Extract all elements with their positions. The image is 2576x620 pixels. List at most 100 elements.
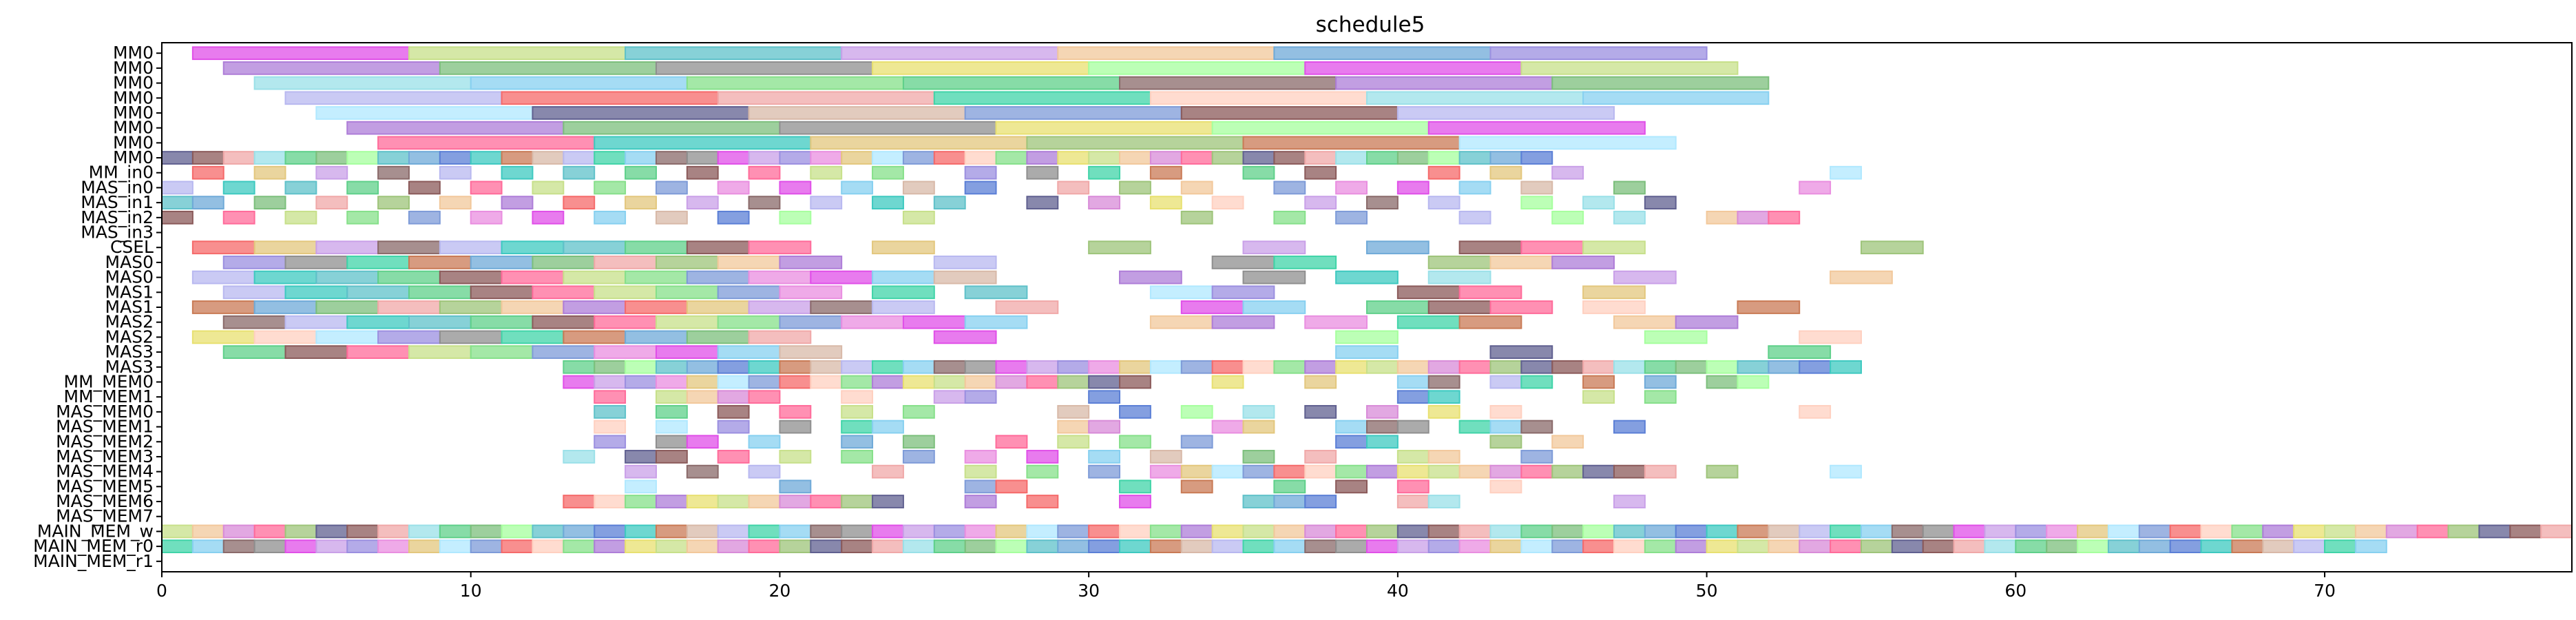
bar-mas1-235: [222, 285, 286, 300]
bar-mm0-64: [717, 151, 750, 165]
bar-mas-mem1-423: [872, 420, 904, 434]
bar-mas-in2-161: [161, 210, 193, 225]
bar-mas0-220: [439, 270, 503, 285]
bar-main-mem-r0-607: [408, 539, 441, 554]
bar-mm-mem0-387: [1644, 375, 1677, 389]
bar-mas-mem4-476: [1273, 464, 1306, 479]
bar-mm0-43: [1026, 136, 1244, 150]
bar-mas3-323: [686, 360, 719, 374]
bar-csel-191: [748, 240, 812, 255]
bar-mm0-2: [625, 46, 843, 61]
bar-mas-mem6-520: [1613, 495, 1646, 508]
bar-csel-184: [315, 240, 379, 255]
bar-mm0-22: [501, 91, 719, 105]
x-tick-label: 0: [156, 581, 167, 601]
bar-mas-in2-168: [594, 210, 627, 225]
bar-csel-196: [1458, 240, 1522, 255]
y-tick-label: MAS2: [105, 312, 154, 332]
bar-mas2-304: [1644, 330, 1708, 344]
bar-mas-mem3-460: [1242, 450, 1275, 464]
bar-main-mem-w-540: [748, 524, 781, 539]
bar-mas-mem1-430: [1396, 420, 1430, 434]
bar-mm0-85: [1366, 151, 1399, 165]
bar-csel-183: [253, 240, 317, 255]
bar-mas3-342: [1273, 360, 1306, 374]
bar-mas-in2-180: [1737, 210, 1770, 225]
y-tick-label: MAIN_MEM_w: [37, 521, 154, 541]
bar-mas-in0-124: [841, 180, 874, 195]
bar-main-mem-r0-659: [2015, 539, 2048, 554]
bar-mas3-356: [1706, 360, 1739, 374]
bar-mas2-285: [1149, 315, 1213, 329]
bar-mas0-201: [284, 256, 348, 269]
bar-mas3-343: [1304, 360, 1337, 374]
bar-mas-in1-154: [1211, 196, 1244, 210]
y-tick-label: MAS3: [105, 357, 154, 377]
bar-main-mem-r0-602: [253, 539, 286, 554]
bar-mas-in0-133: [1458, 180, 1491, 195]
bar-main-mem-r0-628: [1057, 539, 1090, 554]
bar-mas-in2-176: [1458, 210, 1491, 225]
bar-mas-mem0-414: [1366, 404, 1399, 419]
bar-mm0-34: [346, 121, 565, 135]
bar-main-mem-w-565: [1520, 524, 1553, 539]
bar-mas2-274: [346, 315, 410, 329]
bar-mas-mem2-447: [1489, 435, 1522, 449]
bar-mm0-7: [222, 61, 441, 75]
bar-mas-in2-169: [655, 210, 688, 225]
bar-mm0-20: [1551, 76, 1770, 90]
bar-mas-in1-142: [439, 196, 472, 210]
bar-mm0-37: [995, 121, 1213, 135]
bar-mm0-76: [1088, 151, 1121, 165]
bar-mas-mem3-457: [1026, 450, 1059, 464]
bar-main-mem-w-559: [1335, 524, 1368, 539]
bar-mm-mem0-374: [964, 375, 997, 389]
bar-csel-189: [625, 240, 688, 255]
bar-mas0-205: [532, 256, 596, 269]
bar-mas1-240: [532, 285, 596, 300]
bar-main-mem-w-561: [1396, 524, 1430, 539]
bar-mas-in2-181: [1768, 210, 1801, 225]
bar-mas3-346: [1396, 360, 1430, 374]
bar-mas3-338: [1149, 360, 1182, 374]
bar-mas-mem6-504: [655, 495, 688, 508]
bar-mas2-272: [222, 315, 286, 329]
bar-mm0-87: [1427, 151, 1460, 165]
bar-mas-mem6-516: [1273, 495, 1306, 508]
bar-mas-mem4-466: [686, 464, 719, 479]
bar-mas-mem1-431: [1458, 420, 1491, 434]
bar-mas-mem6-511: [872, 495, 904, 508]
bar-mas-mem4-475: [1242, 464, 1275, 479]
bar-mas3-310: [470, 345, 534, 359]
bar-mas3-348: [1458, 360, 1491, 374]
bar-main-mem-w-580: [1984, 524, 2017, 539]
bar-mm0-8: [439, 61, 657, 75]
bar-mas-mem4-477: [1304, 464, 1337, 479]
bar-mas-in1-150: [933, 196, 966, 210]
bar-mas0-204: [470, 256, 534, 269]
bar-mas-in2-177: [1551, 210, 1584, 225]
bar-main-mem-w-542: [810, 524, 843, 539]
bar-mm-mem1-400: [1427, 390, 1460, 404]
bar-mm-mem0-388: [1706, 375, 1739, 389]
bar-mas-mem5-499: [1396, 479, 1430, 494]
bar-main-mem-w-576: [1860, 524, 1893, 539]
bar-mas2-281: [779, 315, 843, 329]
bar-mas-mem4-486: [1582, 464, 1615, 479]
bar-mas3-317: [1489, 345, 1553, 359]
bar-mm0-54: [408, 151, 441, 165]
y-tick-label: MAIN_MEM_r1: [33, 551, 154, 571]
bar-main-mem-r0-650: [1737, 539, 1770, 554]
bar-mas3-349: [1489, 360, 1522, 374]
bar-main-mem-w-574: [1799, 524, 1832, 539]
bar-mas-in0-118: [470, 180, 503, 195]
bar-mas-in1-159: [1582, 196, 1615, 210]
bar-mas2-282: [841, 315, 904, 329]
bar-main-mem-r0-634: [1242, 539, 1275, 554]
bar-mas-in1-145: [625, 196, 657, 210]
bar-main-mem-w-588: [2231, 524, 2264, 539]
bar-mm0-38: [1211, 121, 1430, 135]
bar-mas1-239: [470, 285, 534, 300]
bar-main-mem-w-549: [1026, 524, 1059, 539]
